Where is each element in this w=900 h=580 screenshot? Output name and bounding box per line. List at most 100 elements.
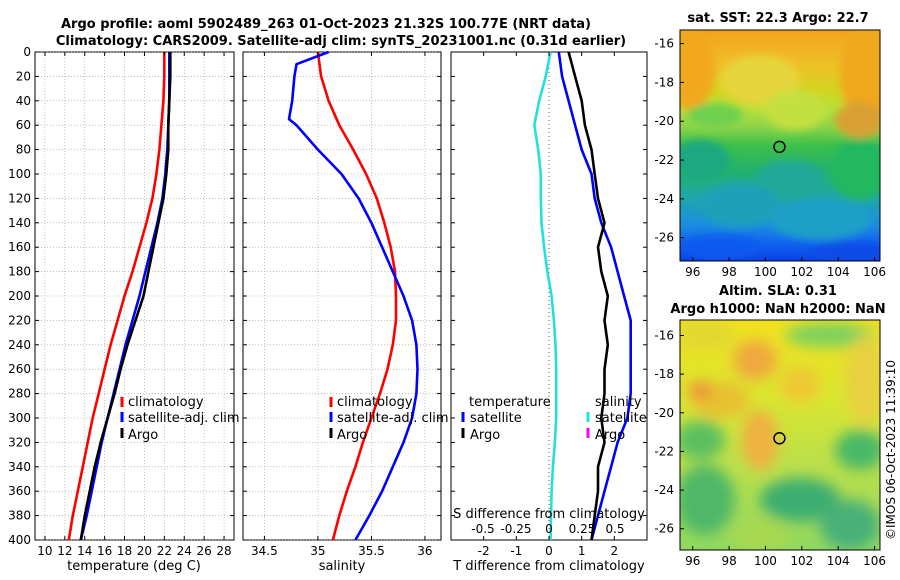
x-tick-label: 12 (57, 544, 72, 558)
sst-map-frame (679, 29, 881, 262)
x-tick-label: 10 (37, 544, 52, 558)
x-tick-label: 1 (578, 544, 586, 558)
map-lat-tick-label: -26 (654, 522, 674, 536)
s-difference-tick-label: 0.25 (569, 522, 596, 536)
map-lon-tick-label: 102 (790, 554, 813, 568)
map-lat-tick-label: -20 (654, 114, 674, 128)
map-lon-tick-label: 102 (790, 265, 813, 279)
depth-tick-label: 60 (16, 118, 31, 132)
depth-tick-label: 140 (8, 216, 31, 230)
depth-tick-label: 360 (8, 484, 31, 498)
map-lat-tick-label: -18 (654, 367, 674, 381)
map-lat-tick-label: -22 (654, 153, 674, 167)
depth-tick-label: 220 (8, 313, 31, 327)
legend-s-argo-label: Argo (595, 428, 625, 443)
salinity-panel: 34.5 35 35.5 36 salinity climatology satell… (242, 50, 449, 574)
s-difference-tick-label: -0.25 (500, 522, 531, 536)
map-lon-tick-label: 106 (863, 265, 886, 279)
depth-tick-label: 80 (16, 143, 31, 157)
depth-tick-label: 100 (8, 167, 31, 181)
s-difference-axis-label: S difference from climatology (453, 507, 645, 522)
depth-tick-label: 120 (8, 191, 31, 205)
x-tick-label: 18 (117, 544, 132, 558)
series-line-t-satellite (557, 51, 633, 541)
depth-tick-label: 40 (16, 94, 31, 108)
map-lon-tick-label: 98 (721, 554, 736, 568)
series-line-t-argo (567, 51, 610, 541)
series-line-climatology (316, 51, 398, 541)
map-lon-tick-label: 104 (827, 265, 850, 279)
s-difference-tick-label: 0 (545, 522, 553, 536)
sla-map-title-line2: Argo h1000: NaN h2000: NaN (670, 302, 885, 317)
depth-tick-label: 300 (8, 411, 31, 425)
sla-map: Altim. SLA: 0.31 Argo h1000: NaN h2000: … (654, 284, 886, 568)
legend-satellite-label: satellite-adj. clim (128, 411, 240, 426)
legend-satellite-label: satellite-adj. clim (337, 411, 449, 426)
series-line-climatology (67, 52, 166, 541)
x-tick-label: 24 (177, 544, 192, 558)
legend-s-satellite-label: satellite (595, 411, 647, 426)
x-tick-label: 20 (137, 544, 152, 558)
legend-climatology-label: climatology (337, 395, 413, 410)
figure-title-line2: Climatology: CARS2009. Satellite-adj cli… (56, 34, 626, 49)
depth-tick-label: 240 (8, 338, 31, 352)
imos-credit: ©IMOS 06-Oct-2023 11:39:10 (884, 360, 898, 540)
depth-tick-label: 260 (8, 362, 31, 376)
x-tick-label: 14 (77, 544, 92, 558)
t-difference-xlabel: T difference from climatology (452, 559, 645, 574)
salinity-xlabel: salinity (319, 559, 366, 574)
x-tick-label: 36 (417, 544, 432, 558)
x-tick-label: 34.5 (251, 544, 278, 558)
depth-tick-label: 380 (8, 509, 31, 523)
depth-tick-label: 180 (8, 265, 31, 279)
legend-salinity-heading: salinity (595, 395, 642, 410)
map-lat-tick-label: -16 (654, 37, 674, 51)
depth-tick-label: 400 (8, 533, 31, 547)
series-line-s-satellite (532, 51, 558, 541)
series-line-argo (79, 52, 172, 541)
x-tick-label: 0 (545, 544, 553, 558)
map-lon-tick-label: 100 (754, 265, 777, 279)
map-lat-tick-label: -20 (654, 406, 674, 420)
map-lon-tick-label: 100 (754, 554, 777, 568)
map-lon-tick-label: 96 (685, 265, 700, 279)
map-lat-tick-label: -24 (654, 483, 674, 497)
legend-climatology-label: climatology (128, 395, 204, 410)
sla-map-title-line1: Altim. SLA: 0.31 (719, 284, 837, 299)
x-tick-label: 16 (97, 544, 112, 558)
depth-tick-label: 320 (8, 435, 31, 449)
map-lon-tick-label: 104 (827, 554, 850, 568)
map-lat-tick-label: -16 (654, 328, 674, 342)
difference-panel: -2 -1 0 1 2 -0.5 -0.25 0 0.25 0.5 S difference f… (450, 51, 648, 574)
series-line-satellite-adj-clim (287, 50, 419, 541)
map-lat-tick-label: -22 (654, 444, 674, 458)
figure-title-line1: Argo profile: aoml 5902489_263 01-Oct-20… (61, 17, 591, 32)
legend-argo-label: Argo (128, 428, 158, 443)
x-tick-label: 2 (611, 544, 619, 558)
sst-argo-location-marker (773, 140, 786, 154)
depth-tick-label: 0 (23, 45, 31, 59)
map-lon-tick-label: 106 (863, 554, 886, 568)
sst-map: sat. SST: 22.3 Argo: 22.7 96 98 100 102 10 (654, 11, 886, 279)
legend-t-satellite-label: satellite (470, 411, 522, 426)
x-tick-label: -2 (478, 544, 490, 558)
x-tick-label: 35 (310, 544, 325, 558)
legend-t-argo-label: Argo (470, 428, 500, 443)
map-lat-tick-label: -18 (654, 75, 674, 89)
salinity-legend: climatology satellite-adj. clim Argo (329, 395, 449, 443)
sla-heatmap (680, 320, 880, 550)
sla-map-frame (679, 319, 881, 551)
map-lat-tick-label: -26 (654, 231, 674, 245)
temperature-legend: climatology satellite-adj. clim Argo (120, 395, 240, 443)
x-tick-label: 26 (197, 544, 212, 558)
sla-argo-location-marker (773, 432, 786, 445)
depth-tick-label: 160 (8, 240, 31, 254)
x-tick-label: 35.5 (358, 544, 385, 558)
depth-tick-label: 340 (8, 460, 31, 474)
x-tick-label: 22 (157, 544, 172, 558)
difference-legend: temperature satellite Argo salinity sate… (461, 395, 647, 443)
legend-temperature-heading: temperature (469, 395, 551, 410)
depth-tick-label: 280 (8, 387, 31, 401)
sst-heatmap (680, 30, 880, 261)
